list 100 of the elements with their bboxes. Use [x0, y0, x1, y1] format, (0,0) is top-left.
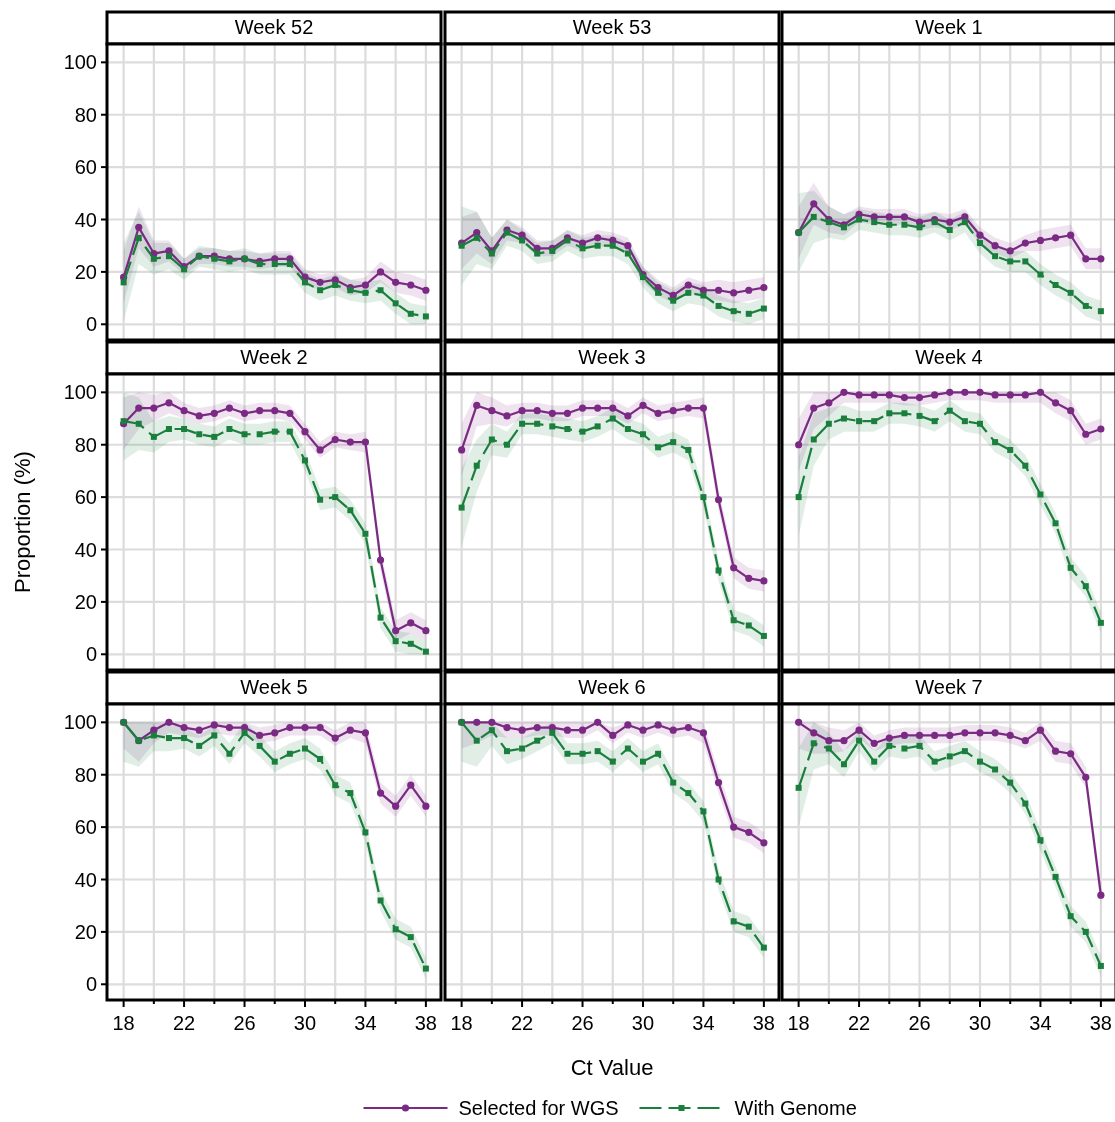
- point: [992, 766, 999, 773]
- point: [563, 726, 572, 734]
- point: [624, 250, 631, 257]
- point: [165, 399, 173, 407]
- point: [1006, 731, 1014, 740]
- point: [714, 286, 723, 294]
- point: [519, 745, 526, 752]
- point: [1036, 236, 1045, 245]
- point: [392, 278, 400, 286]
- point: [900, 731, 909, 740]
- point: [900, 213, 909, 221]
- point: [760, 305, 767, 312]
- point: [654, 721, 662, 729]
- point: [654, 409, 662, 417]
- point: [699, 404, 708, 412]
- point: [931, 391, 939, 399]
- point: [670, 297, 677, 304]
- point: [407, 934, 414, 941]
- point: [458, 446, 466, 454]
- x-tick-label: 38: [414, 1012, 438, 1034]
- point: [810, 213, 817, 220]
- point: [594, 404, 602, 412]
- point: [301, 745, 308, 752]
- point: [840, 737, 848, 745]
- y-tick-label: 60: [74, 816, 97, 839]
- point: [624, 426, 631, 433]
- point: [316, 723, 324, 732]
- x-tick-label: 30: [968, 1012, 992, 1034]
- point: [361, 281, 370, 289]
- point: [1007, 779, 1014, 786]
- point: [518, 407, 526, 415]
- point: [639, 431, 646, 438]
- point: [684, 404, 692, 412]
- point: [992, 439, 999, 446]
- point: [946, 226, 953, 233]
- point: [961, 418, 968, 425]
- point: [946, 218, 954, 226]
- point: [377, 287, 384, 294]
- point: [1097, 308, 1104, 315]
- point: [810, 740, 817, 747]
- point: [946, 731, 954, 740]
- point: [1082, 255, 1090, 263]
- point: [135, 420, 142, 427]
- point: [885, 734, 893, 742]
- point: [745, 828, 753, 836]
- point: [715, 567, 722, 574]
- point: [825, 420, 832, 427]
- point: [1006, 391, 1014, 399]
- point: [120, 279, 127, 286]
- point: [760, 284, 768, 292]
- x-tick-label: 30: [631, 1012, 655, 1034]
- point: [488, 718, 496, 726]
- point: [392, 627, 400, 635]
- point: [519, 237, 526, 244]
- point: [519, 420, 526, 427]
- point: [317, 287, 324, 294]
- x-tick-label: 18: [787, 1012, 810, 1034]
- point: [135, 234, 142, 241]
- point: [901, 410, 908, 417]
- point: [795, 718, 803, 726]
- point: [1036, 726, 1045, 734]
- point: [422, 313, 429, 320]
- point: [362, 829, 369, 836]
- point: [240, 409, 249, 417]
- y-axis-title: Proportion (%): [10, 451, 35, 593]
- point: [316, 278, 324, 286]
- point: [579, 428, 586, 435]
- point: [946, 388, 954, 396]
- point: [685, 446, 692, 453]
- point: [700, 494, 707, 501]
- point: [961, 729, 969, 737]
- y-tick-label: 20: [74, 920, 97, 943]
- chart-title: Week 3: [578, 346, 646, 368]
- point: [609, 242, 616, 249]
- point: [991, 391, 999, 399]
- point: [886, 410, 893, 417]
- point: [211, 433, 218, 440]
- point: [1097, 962, 1104, 969]
- y-tick-label: 0: [85, 643, 97, 666]
- point: [286, 723, 294, 732]
- point: [196, 742, 203, 749]
- point: [685, 289, 692, 296]
- x-tick-label: 34: [1029, 1012, 1052, 1034]
- point: [211, 732, 218, 739]
- point: [946, 407, 953, 414]
- point: [991, 242, 999, 250]
- x-tick-label: 22: [847, 1012, 871, 1034]
- point: [316, 446, 324, 454]
- point: [624, 412, 632, 420]
- point: [624, 745, 631, 752]
- point: [825, 399, 833, 407]
- point: [533, 244, 541, 252]
- point: [931, 731, 939, 740]
- point: [362, 530, 369, 537]
- point: [594, 234, 602, 242]
- point: [534, 737, 541, 744]
- point: [332, 281, 339, 288]
- point: [548, 409, 556, 417]
- point: [901, 221, 908, 228]
- point: [991, 729, 999, 737]
